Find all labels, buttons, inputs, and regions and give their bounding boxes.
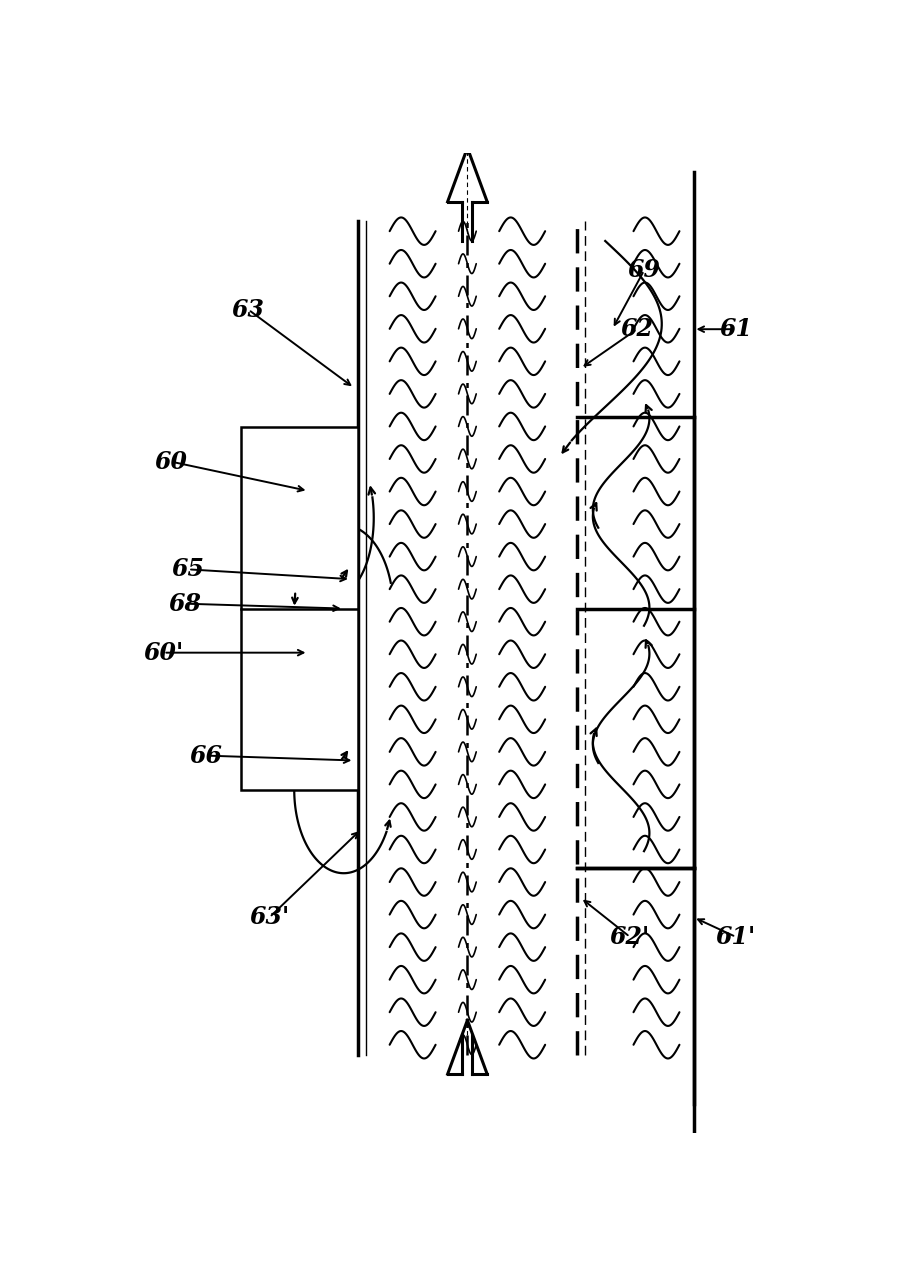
Text: 61': 61' xyxy=(715,925,755,948)
Text: 63': 63' xyxy=(249,905,290,929)
Text: 66: 66 xyxy=(189,743,222,768)
Text: 65: 65 xyxy=(171,558,204,582)
Text: 62': 62' xyxy=(609,925,650,948)
Text: 60: 60 xyxy=(154,449,187,474)
Text: 62: 62 xyxy=(619,317,653,341)
Text: 69: 69 xyxy=(627,258,660,283)
Text: 60': 60' xyxy=(143,640,183,665)
Bar xyxy=(241,428,357,789)
Text: 63: 63 xyxy=(231,298,264,322)
Text: 61: 61 xyxy=(719,317,752,341)
Text: 68: 68 xyxy=(168,592,201,616)
